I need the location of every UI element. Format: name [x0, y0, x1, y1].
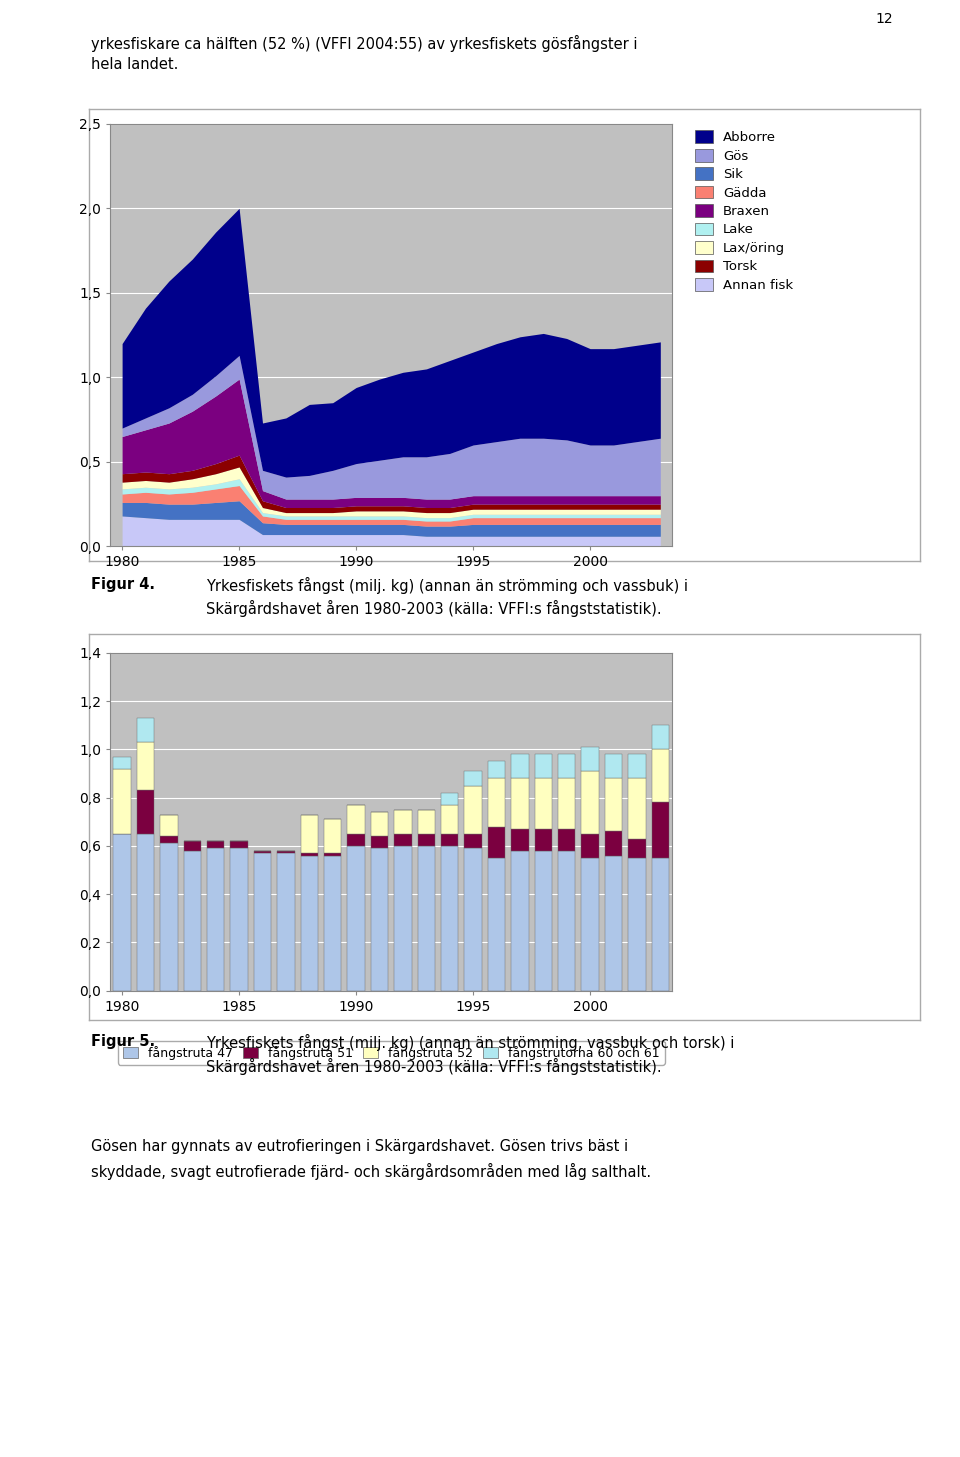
- Bar: [582, 858, 599, 991]
- Bar: [183, 851, 201, 991]
- Bar: [652, 803, 669, 858]
- Bar: [418, 810, 435, 833]
- Bar: [628, 755, 646, 778]
- Bar: [558, 778, 575, 829]
- Bar: [488, 762, 505, 778]
- Bar: [511, 851, 529, 991]
- Bar: [582, 771, 599, 833]
- Bar: [605, 778, 622, 832]
- Bar: [605, 755, 622, 778]
- Bar: [348, 804, 365, 833]
- Bar: [324, 854, 342, 855]
- Text: hela landet.: hela landet.: [91, 57, 179, 71]
- Text: yrkesfiskare ca hälften (52 %) (VFFI 2004:55) av yrkesfiskets gösfångster i: yrkesfiskare ca hälften (52 %) (VFFI 200…: [91, 35, 637, 52]
- Bar: [605, 855, 622, 991]
- Text: Gösen har gynnats av eutrofieringen i Skärgardshavet. Gösen trivs bäst i: Gösen har gynnats av eutrofieringen i Sk…: [91, 1139, 629, 1154]
- Bar: [441, 847, 459, 991]
- Bar: [465, 848, 482, 991]
- Bar: [441, 793, 459, 804]
- Bar: [371, 812, 388, 836]
- Bar: [418, 833, 435, 847]
- Bar: [558, 755, 575, 778]
- Bar: [511, 755, 529, 778]
- Bar: [183, 841, 201, 851]
- Legend: Abborre, Gös, Sik, Gädda, Braxen, Lake, Lax/öring, Torsk, Annan fisk: Abborre, Gös, Sik, Gädda, Braxen, Lake, …: [695, 131, 793, 291]
- Text: Figur 4.: Figur 4.: [91, 577, 156, 592]
- Text: 12: 12: [876, 12, 893, 26]
- Bar: [511, 829, 529, 851]
- Bar: [652, 858, 669, 991]
- Bar: [535, 829, 552, 851]
- Bar: [488, 778, 505, 826]
- Bar: [136, 718, 155, 742]
- Text: Skärgårdshavet åren 1980-2003 (källa: VFFI:s fångststatistik).: Skärgårdshavet åren 1980-2003 (källa: VF…: [206, 1058, 662, 1075]
- Bar: [652, 749, 669, 803]
- Bar: [395, 810, 412, 833]
- Bar: [558, 829, 575, 851]
- Bar: [465, 785, 482, 833]
- Bar: [160, 814, 178, 836]
- Bar: [207, 848, 225, 991]
- Bar: [230, 841, 248, 848]
- Bar: [160, 836, 178, 844]
- Bar: [628, 839, 646, 858]
- Legend: fångstruta 47, fångstruta 51, fångstruta 52, fångstrutorna 60 och 61: fångstruta 47, fångstruta 51, fångstruta…: [118, 1040, 664, 1065]
- Bar: [348, 833, 365, 847]
- Bar: [582, 833, 599, 858]
- Text: Yrkesfiskets fångst (milj. kg) (annan än strömming och vassbuk) i: Yrkesfiskets fångst (milj. kg) (annan än…: [206, 577, 688, 594]
- Bar: [348, 847, 365, 991]
- Bar: [207, 841, 225, 848]
- Bar: [511, 778, 529, 829]
- Bar: [230, 848, 248, 991]
- Bar: [300, 814, 318, 854]
- Bar: [535, 778, 552, 829]
- Bar: [418, 847, 435, 991]
- Bar: [535, 755, 552, 778]
- Bar: [277, 851, 295, 854]
- Bar: [465, 771, 482, 785]
- Bar: [324, 819, 342, 854]
- Bar: [652, 726, 669, 749]
- Bar: [395, 833, 412, 847]
- Bar: [465, 833, 482, 848]
- Bar: [628, 778, 646, 839]
- Bar: [535, 851, 552, 991]
- Bar: [441, 833, 459, 847]
- Bar: [136, 833, 155, 991]
- Bar: [113, 769, 131, 833]
- Bar: [253, 851, 272, 854]
- Bar: [582, 747, 599, 771]
- Bar: [160, 844, 178, 991]
- Bar: [113, 756, 131, 769]
- Bar: [371, 848, 388, 991]
- Bar: [300, 855, 318, 991]
- Bar: [136, 790, 155, 833]
- Bar: [605, 832, 622, 855]
- Text: Yrkesfiskets fångst (milj. kg) (annan än strömming, vassbuk och torsk) i: Yrkesfiskets fångst (milj. kg) (annan än…: [206, 1034, 734, 1052]
- Bar: [136, 742, 155, 790]
- Bar: [488, 826, 505, 858]
- Bar: [300, 854, 318, 855]
- Bar: [113, 833, 131, 991]
- Bar: [488, 858, 505, 991]
- Bar: [441, 804, 459, 833]
- Text: Figur 5.: Figur 5.: [91, 1034, 156, 1049]
- Bar: [253, 854, 272, 991]
- Text: Skärgårdshavet åren 1980-2003 (källa: VFFI:s fångststatistik).: Skärgårdshavet åren 1980-2003 (källa: VF…: [206, 600, 662, 618]
- Bar: [558, 851, 575, 991]
- Bar: [395, 847, 412, 991]
- Bar: [324, 855, 342, 991]
- Bar: [371, 836, 388, 848]
- Bar: [277, 854, 295, 991]
- Text: skyddade, svagt eutrofierade fjärd- och skärgårdsområden med låg salthalt.: skyddade, svagt eutrofierade fjärd- och …: [91, 1163, 651, 1180]
- Bar: [628, 858, 646, 991]
